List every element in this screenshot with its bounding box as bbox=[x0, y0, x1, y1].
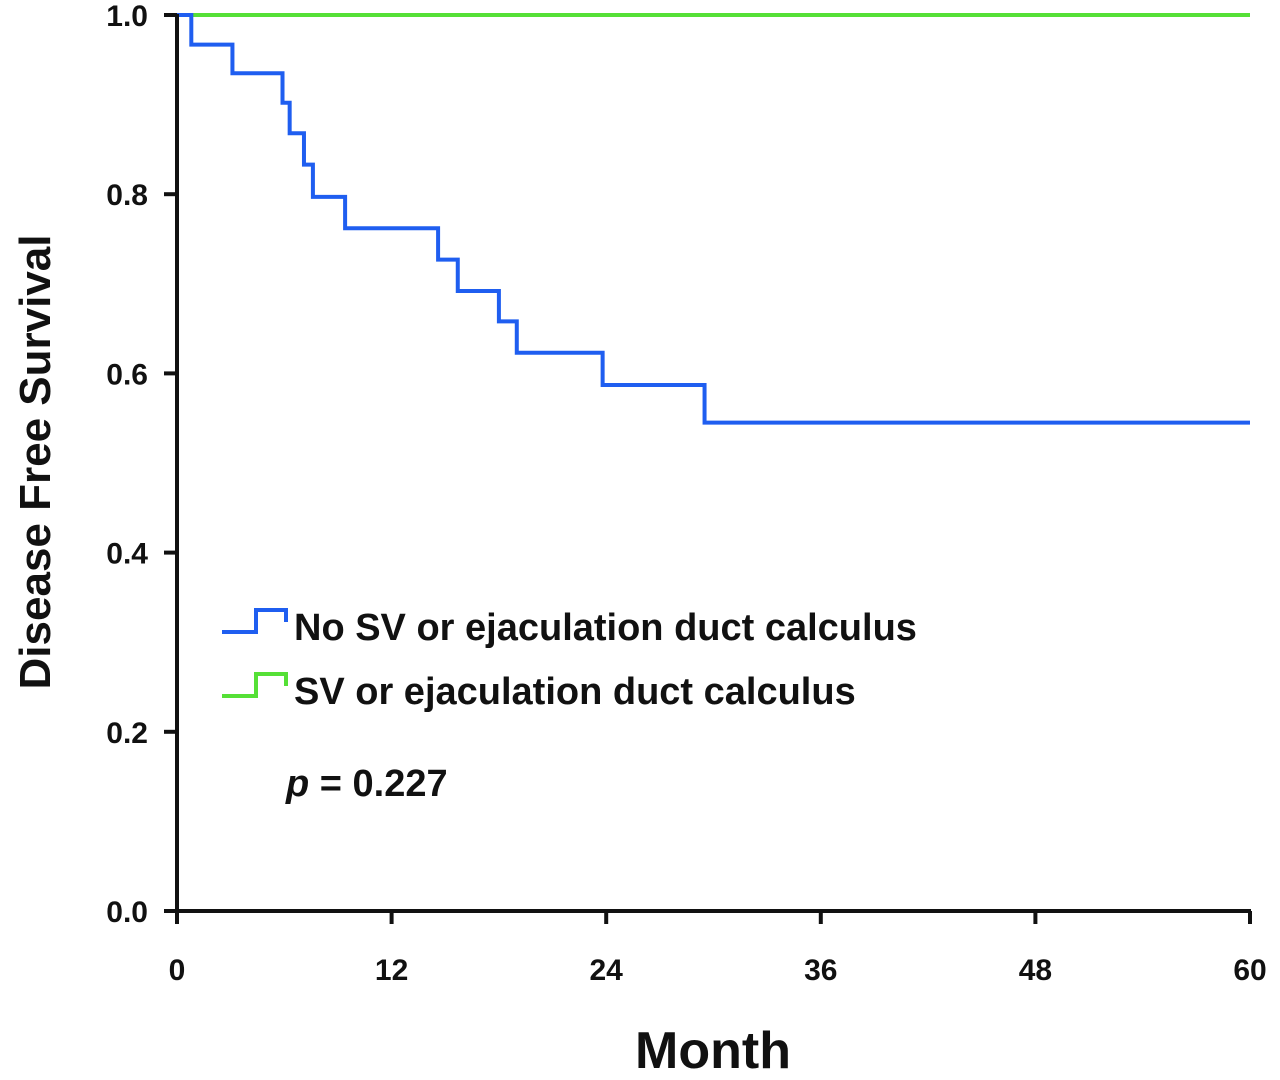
legend-swatch-2 bbox=[222, 672, 288, 698]
x-axis-title: Month bbox=[635, 1022, 791, 1080]
y-tick-label: 0.4 bbox=[106, 538, 148, 571]
y-tick-label: 0.8 bbox=[106, 179, 148, 212]
series-layer bbox=[177, 13, 1250, 425]
p-italic: p bbox=[285, 763, 309, 805]
x-tick-label: 24 bbox=[590, 954, 624, 987]
y-tick-label: 0.2 bbox=[106, 717, 148, 750]
p-value: = 0.227 bbox=[309, 763, 447, 805]
y-tick-label: 0.0 bbox=[106, 896, 148, 929]
x-tick-label: 12 bbox=[375, 954, 408, 987]
legend-label-1: No SV or ejaculation duct calculus bbox=[294, 607, 917, 649]
p-value-annotation: p = 0.227 bbox=[285, 763, 448, 805]
ticks-layer: 0 12 24 36 48 60 0.0 0.2 0.4 0.6 0.8 1.0 bbox=[106, 0, 1266, 987]
legend-swatch-1 bbox=[222, 608, 288, 634]
x-tick-label: 48 bbox=[1019, 954, 1052, 987]
y-tick-label: 0.6 bbox=[106, 358, 148, 391]
x-tick-label: 0 bbox=[169, 954, 186, 987]
series-line-1 bbox=[177, 13, 1250, 425]
x-tick-label: 36 bbox=[804, 954, 837, 987]
legend: No SV or ejaculation duct calculus SV or … bbox=[222, 607, 917, 713]
x-tick-label: 60 bbox=[1233, 954, 1266, 987]
legend-label-2: SV or ejaculation duct calculus bbox=[294, 671, 856, 713]
y-tick-label: 1.0 bbox=[106, 0, 148, 33]
y-axis-title: Disease Free Survival bbox=[11, 235, 60, 690]
